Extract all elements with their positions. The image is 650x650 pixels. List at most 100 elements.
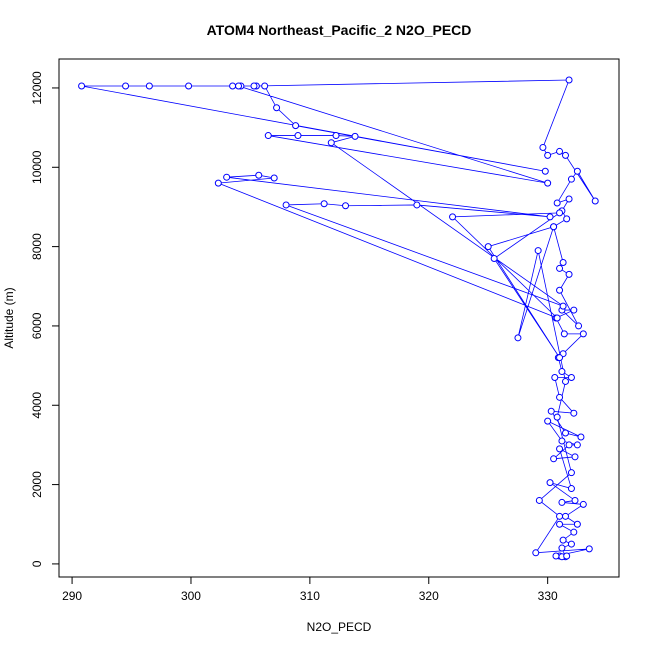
data-point xyxy=(532,549,540,557)
data-point xyxy=(573,167,581,175)
data-point xyxy=(332,132,340,140)
data-point xyxy=(320,200,328,208)
data-point xyxy=(223,173,231,181)
data-point xyxy=(567,373,575,381)
x-tick-label: 310 xyxy=(300,589,320,603)
data-point xyxy=(567,540,575,548)
data-point xyxy=(565,195,573,203)
data-point xyxy=(561,151,569,159)
data-point xyxy=(544,179,552,187)
data-point xyxy=(559,258,567,266)
data-point xyxy=(570,306,578,314)
data-point xyxy=(585,545,593,553)
x-axis-label: N2O_PECD xyxy=(307,620,372,634)
y-tick-label: 6000 xyxy=(30,312,44,339)
x-tick-label: 330 xyxy=(538,589,558,603)
data-point xyxy=(553,314,561,322)
data-point xyxy=(544,151,552,159)
data-point xyxy=(556,147,564,155)
y-tick-label: 4000 xyxy=(30,392,44,419)
y-tick-label: 0 xyxy=(30,560,44,567)
data-point xyxy=(556,445,564,453)
data-point xyxy=(552,552,560,560)
data-point xyxy=(573,520,581,528)
data-point xyxy=(145,82,153,90)
data-point xyxy=(514,334,522,342)
data-point xyxy=(546,213,554,221)
data-point xyxy=(550,223,558,231)
data-point xyxy=(563,215,571,223)
data-point xyxy=(571,453,579,461)
data-point xyxy=(250,82,258,90)
data-point xyxy=(559,536,567,544)
x-tick-label: 320 xyxy=(419,589,439,603)
data-point xyxy=(573,441,581,449)
data-point xyxy=(556,354,564,362)
data-point xyxy=(214,179,222,187)
y-tick-label: 12000 xyxy=(30,71,44,105)
data-point xyxy=(560,330,568,338)
chart-title: ATOM4 Northeast_Pacific_2 N2O_PECD xyxy=(207,22,472,38)
data-point xyxy=(270,174,278,182)
y-tick-label: 10000 xyxy=(30,150,44,184)
data-point xyxy=(327,139,335,147)
data-point xyxy=(579,500,587,508)
data-point xyxy=(567,469,575,477)
data-point xyxy=(490,255,498,263)
data-point xyxy=(550,455,558,463)
data-point xyxy=(282,201,290,209)
data-point xyxy=(553,199,561,207)
data-point xyxy=(78,82,86,90)
data-point xyxy=(264,132,272,140)
data-point xyxy=(556,264,564,272)
y-tick-label: 8000 xyxy=(30,233,44,260)
data-point xyxy=(342,202,350,210)
data-point xyxy=(561,512,569,520)
data-point xyxy=(575,322,583,330)
data-point xyxy=(561,429,569,437)
data-point xyxy=(556,512,564,520)
data-line xyxy=(81,79,596,558)
data-point xyxy=(577,433,585,441)
data-point xyxy=(484,243,492,251)
data-point xyxy=(591,197,599,205)
data-point xyxy=(556,520,564,528)
data-point xyxy=(534,247,542,255)
data-point xyxy=(351,132,359,140)
data-point xyxy=(570,528,578,536)
data-point xyxy=(570,409,578,417)
data-point xyxy=(541,167,549,175)
data-point xyxy=(567,175,575,183)
x-tick-label: 300 xyxy=(181,589,201,603)
data-point xyxy=(579,330,587,338)
data-point xyxy=(229,82,237,90)
data-point xyxy=(292,122,300,130)
data-point xyxy=(551,373,559,381)
data-point xyxy=(556,286,564,294)
x-tick-label: 290 xyxy=(62,589,82,603)
data-point xyxy=(413,201,421,209)
data-point xyxy=(565,76,573,84)
data-point xyxy=(559,302,567,310)
plot-frame xyxy=(58,58,620,578)
data-point xyxy=(556,393,564,401)
data-point xyxy=(565,270,573,278)
data-point xyxy=(185,82,193,90)
y-tick-label: 2000 xyxy=(30,471,44,498)
data-point xyxy=(546,479,554,487)
data-point xyxy=(563,552,571,560)
data-point xyxy=(449,213,457,221)
data-point xyxy=(558,437,566,445)
data-point xyxy=(235,82,243,90)
data-point xyxy=(567,485,575,493)
data-point xyxy=(558,368,566,376)
data-point xyxy=(544,417,552,425)
data-point xyxy=(294,132,302,140)
data-point xyxy=(539,143,547,151)
data-point xyxy=(571,496,579,504)
data-point xyxy=(558,544,566,552)
data-point xyxy=(535,496,543,504)
data-point xyxy=(553,413,561,421)
data-point xyxy=(558,498,566,506)
